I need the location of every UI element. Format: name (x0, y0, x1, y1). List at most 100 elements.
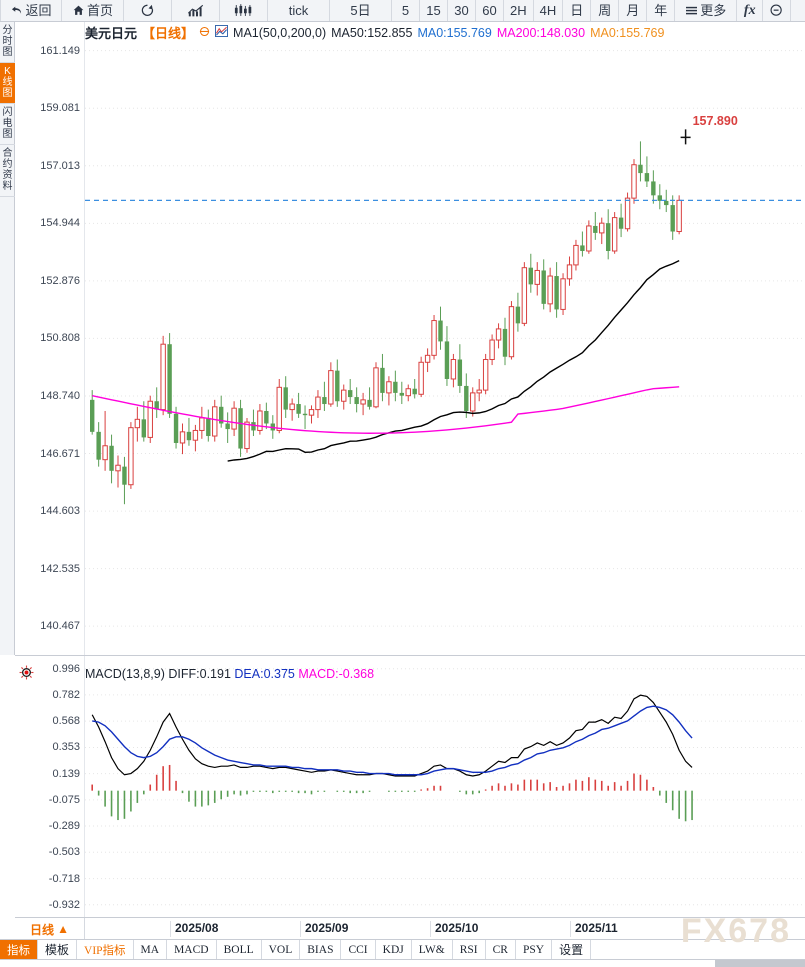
period-year[interactable]: 年 (647, 0, 676, 21)
macd-axis-tick: -0.075 (48, 793, 80, 806)
indicator-button-vol[interactable]: VOL (262, 940, 301, 959)
rail-item-kline[interactable]: K线图 (0, 63, 15, 104)
home-label: 首页 (86, 3, 113, 18)
indicator-button-rsi[interactable]: RSI (453, 940, 486, 959)
date-axis-tick: 2025/08 (170, 921, 218, 937)
rail-item-contract-info[interactable]: 合约资料 (0, 145, 15, 197)
period-label: 5 (401, 3, 410, 18)
rail-label: 合约资料 (2, 148, 13, 192)
ma0-orange-label: MA0:155.769 (590, 25, 665, 40)
period-label: 年 (654, 3, 668, 18)
rail-label: K线图 (2, 66, 13, 99)
macd-plot-area[interactable] (85, 656, 805, 917)
indicator-bar-spacer (591, 940, 805, 959)
macd-axis-tick: -0.932 (48, 898, 80, 911)
status-strip (0, 959, 805, 967)
indicator-button-ma[interactable]: MA (134, 940, 168, 959)
indicator-button-kdj[interactable]: KDJ (376, 940, 412, 959)
back-arrow-icon (12, 6, 22, 14)
ma-indicator-icon[interactable] (215, 25, 228, 40)
period-60[interactable]: 60 (476, 0, 504, 21)
period-5[interactable]: 5 (392, 0, 420, 21)
settings-dot-icon[interactable] (199, 26, 210, 40)
macd-axis-tick: -0.289 (48, 820, 80, 833)
back-label: 返回 (25, 3, 52, 18)
high-price-annotation: 157.890 (692, 114, 738, 129)
tick-button[interactable]: tick (268, 0, 330, 21)
bar-chart-icon (187, 4, 203, 17)
indicator-button-[interactable]: 设置 (552, 940, 592, 959)
ma200-label: MA200:148.030 (496, 25, 586, 40)
back-button[interactable]: 返回 (0, 0, 62, 21)
fx-button[interactable]: fx (737, 0, 764, 21)
period-week[interactable]: 周 (591, 0, 620, 21)
macd-y-axis: 0.996 0.782 0.568 0.353 0.139 -0.075 -0.289 -0.… (15, 656, 85, 917)
period-selector[interactable]: 日线 ▲ (15, 918, 85, 940)
home-icon (73, 5, 84, 15)
period-label: 日 (570, 3, 584, 18)
candlestick-button[interactable] (220, 0, 268, 21)
macd-axis-tick: 0.568 (52, 715, 80, 728)
refresh-button[interactable] (124, 0, 172, 21)
macd-axis-tick: 0.996 (52, 662, 80, 675)
period-month[interactable]: 月 (619, 0, 648, 21)
indicator-button-[interactable]: 模板 (38, 940, 78, 959)
period-label: 2H (510, 3, 527, 18)
period-day[interactable]: 日 (563, 0, 592, 21)
period-label: 月 (626, 3, 640, 18)
home-button[interactable]: 首页 (62, 0, 124, 21)
horizontal-scrollbar-thumb[interactable] (715, 960, 805, 967)
macd-diff-label: DIFF:0.191 (168, 667, 231, 681)
toolbar-spacer (791, 0, 805, 21)
indicator-button-macd[interactable]: MACD (167, 940, 217, 959)
zoom-out-icon (770, 4, 782, 16)
refresh-icon (141, 4, 154, 16)
indicator-button-boll[interactable]: BOLL (217, 940, 262, 959)
zoom-out-button[interactable] (763, 0, 792, 21)
rail-item-timeshare[interactable]: 分时图 (0, 22, 15, 63)
period-15[interactable]: 15 (420, 0, 448, 21)
period-label: 30 (454, 3, 469, 18)
price-chart-panel[interactable]: 161.149 159.081 157.013 154.944 152.876 150.8… (15, 22, 805, 655)
fx-label: fx (743, 2, 756, 18)
period-4h[interactable]: 4H (533, 0, 564, 21)
rail-label: 分时图 (2, 25, 13, 58)
indicator-button-lw[interactable]: LW& (412, 940, 453, 959)
indicator-button-bias[interactable]: BIAS (300, 940, 342, 959)
period-2h[interactable]: 2H (504, 0, 534, 21)
indicator-button-cr[interactable]: CR (486, 940, 516, 959)
rail-item-lightning[interactable]: 闪电图 (0, 104, 15, 145)
macd-legend: MACD(13,8,9) DIFF:0.191 DEA:0.375 MACD:-… (85, 667, 374, 681)
macd-panel[interactable]: 0.996 0.782 0.568 0.353 0.139 -0.075 -0.289 -0.… (15, 655, 805, 917)
indicator-bar: 指标 模板 VIP指标 MA MACD BOLL VOL BIAS CCI KDJ LW& RSI CR… (0, 939, 805, 959)
indicator-button-cci[interactable]: CCI (341, 940, 376, 959)
macd-title-label: MACD(13,8,9) (85, 667, 165, 681)
price-axis-tick: 144.603 (40, 505, 80, 518)
rail-label: 闪电图 (2, 107, 13, 140)
price-y-axis: 161.149 159.081 157.013 154.944 152.876 150.8… (15, 22, 85, 655)
indicator-button-psy[interactable]: PSY (516, 940, 553, 959)
price-axis-tick: 161.149 (40, 44, 80, 57)
price-plot-area[interactable] (85, 22, 805, 655)
hamburger-icon (686, 6, 698, 15)
tick-label: tick (288, 3, 309, 18)
period-label: 60 (482, 3, 497, 18)
macd-axis-tick: 0.353 (52, 741, 80, 754)
period-label: 4H (539, 3, 557, 18)
indicator-button-vip[interactable]: VIP指标 (77, 940, 134, 959)
price-axis-tick: 150.808 (40, 332, 80, 345)
period-label: 15 (426, 3, 441, 18)
bar-chart-button[interactable] (172, 0, 220, 21)
candlestick-icon (234, 4, 251, 16)
sun-icon[interactable] (19, 665, 34, 685)
date-axis-tick: 2025/11 (570, 921, 618, 937)
five-day-button[interactable]: 5日 (330, 0, 392, 21)
price-axis-tick: 146.671 (40, 447, 80, 460)
period-30[interactable]: 30 (448, 0, 476, 21)
indicator-button-[interactable]: 指标 (0, 940, 38, 959)
macd-axis-tick: -0.718 (48, 872, 80, 885)
more-button[interactable]: 更多 (675, 0, 738, 21)
symbol-label: 美元日元 (85, 26, 138, 41)
date-axis: 日线 ▲ 2025/08 2025/09 2025/10 2025/11 (15, 917, 805, 940)
